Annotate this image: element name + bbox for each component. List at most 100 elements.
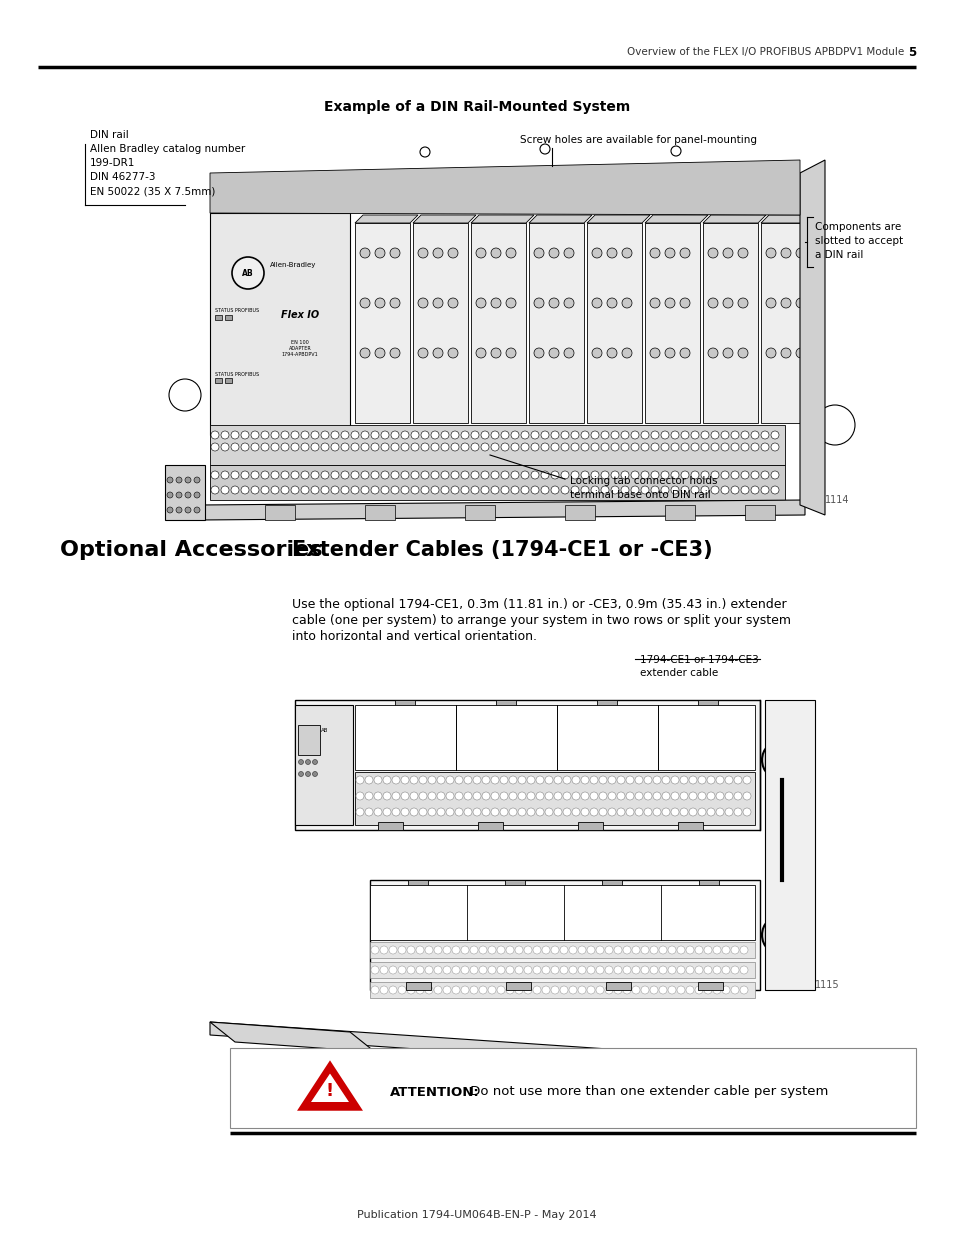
Circle shape xyxy=(580,487,588,494)
Circle shape xyxy=(167,492,172,498)
Bar xyxy=(365,505,395,520)
Circle shape xyxy=(460,946,469,953)
FancyBboxPatch shape xyxy=(165,466,205,520)
Circle shape xyxy=(523,946,532,953)
Circle shape xyxy=(580,776,588,784)
Circle shape xyxy=(418,776,427,784)
Circle shape xyxy=(578,946,585,953)
Text: extender cable: extender cable xyxy=(639,668,718,678)
Circle shape xyxy=(375,348,385,358)
Circle shape xyxy=(606,348,617,358)
Circle shape xyxy=(540,431,548,438)
Circle shape xyxy=(688,776,697,784)
Circle shape xyxy=(571,431,578,438)
Circle shape xyxy=(193,492,200,498)
Circle shape xyxy=(730,471,739,479)
Circle shape xyxy=(211,471,219,479)
Circle shape xyxy=(544,776,553,784)
Text: Publication 1794-UM064B-EN-P - May 2014: Publication 1794-UM064B-EN-P - May 2014 xyxy=(356,1210,597,1220)
Circle shape xyxy=(520,487,529,494)
Circle shape xyxy=(241,487,249,494)
Circle shape xyxy=(536,792,543,800)
Circle shape xyxy=(652,792,660,800)
Polygon shape xyxy=(210,1023,375,1052)
Circle shape xyxy=(481,792,490,800)
Circle shape xyxy=(371,986,378,994)
Circle shape xyxy=(301,471,309,479)
Text: Allen Bradley catalog number: Allen Bradley catalog number xyxy=(90,144,245,154)
Circle shape xyxy=(760,471,768,479)
Polygon shape xyxy=(644,215,707,224)
Text: STATUS PROFIBUS: STATUS PROFIBUS xyxy=(214,373,259,378)
Circle shape xyxy=(589,792,598,800)
Circle shape xyxy=(679,776,687,784)
Circle shape xyxy=(417,248,428,258)
Circle shape xyxy=(700,443,708,451)
Circle shape xyxy=(670,471,679,479)
Circle shape xyxy=(416,986,423,994)
Circle shape xyxy=(500,471,509,479)
Circle shape xyxy=(397,966,406,974)
Circle shape xyxy=(700,471,708,479)
Circle shape xyxy=(610,431,618,438)
Circle shape xyxy=(392,776,399,784)
Circle shape xyxy=(313,760,317,764)
Polygon shape xyxy=(370,982,754,998)
Circle shape xyxy=(241,443,249,451)
Circle shape xyxy=(473,792,480,800)
Circle shape xyxy=(710,471,719,479)
Polygon shape xyxy=(644,224,700,424)
Circle shape xyxy=(563,248,574,258)
Polygon shape xyxy=(310,1072,350,1103)
Circle shape xyxy=(382,808,391,816)
Circle shape xyxy=(622,986,630,994)
Circle shape xyxy=(722,348,732,358)
Circle shape xyxy=(660,443,668,451)
Circle shape xyxy=(271,487,278,494)
Circle shape xyxy=(600,443,608,451)
Circle shape xyxy=(635,776,642,784)
Circle shape xyxy=(418,792,427,800)
Circle shape xyxy=(607,792,616,800)
Bar xyxy=(225,378,232,383)
Circle shape xyxy=(211,443,219,451)
Circle shape xyxy=(770,471,779,479)
Circle shape xyxy=(598,776,606,784)
Circle shape xyxy=(440,471,449,479)
Circle shape xyxy=(452,986,459,994)
Circle shape xyxy=(505,248,516,258)
Circle shape xyxy=(572,792,579,800)
Circle shape xyxy=(505,986,514,994)
Circle shape xyxy=(380,471,389,479)
Circle shape xyxy=(649,298,659,308)
Circle shape xyxy=(380,431,389,438)
Circle shape xyxy=(650,431,659,438)
Circle shape xyxy=(685,946,693,953)
Polygon shape xyxy=(355,224,410,424)
Circle shape xyxy=(497,986,504,994)
Circle shape xyxy=(770,443,779,451)
Circle shape xyxy=(650,471,659,479)
Circle shape xyxy=(781,248,790,258)
Circle shape xyxy=(371,471,378,479)
Circle shape xyxy=(311,431,318,438)
Circle shape xyxy=(730,986,739,994)
Circle shape xyxy=(185,508,191,513)
Circle shape xyxy=(523,986,532,994)
Polygon shape xyxy=(370,885,754,940)
Circle shape xyxy=(360,487,369,494)
Circle shape xyxy=(730,966,739,974)
Bar xyxy=(564,505,595,520)
Circle shape xyxy=(428,792,436,800)
Circle shape xyxy=(397,986,406,994)
Circle shape xyxy=(660,487,668,494)
Text: into horizontal and vertical orientation.: into horizontal and vertical orientation… xyxy=(292,630,537,643)
Circle shape xyxy=(660,471,668,479)
Circle shape xyxy=(434,986,441,994)
Circle shape xyxy=(261,431,269,438)
Circle shape xyxy=(526,792,535,800)
Circle shape xyxy=(281,431,289,438)
Circle shape xyxy=(365,776,373,784)
Circle shape xyxy=(716,792,723,800)
Circle shape xyxy=(548,298,558,308)
